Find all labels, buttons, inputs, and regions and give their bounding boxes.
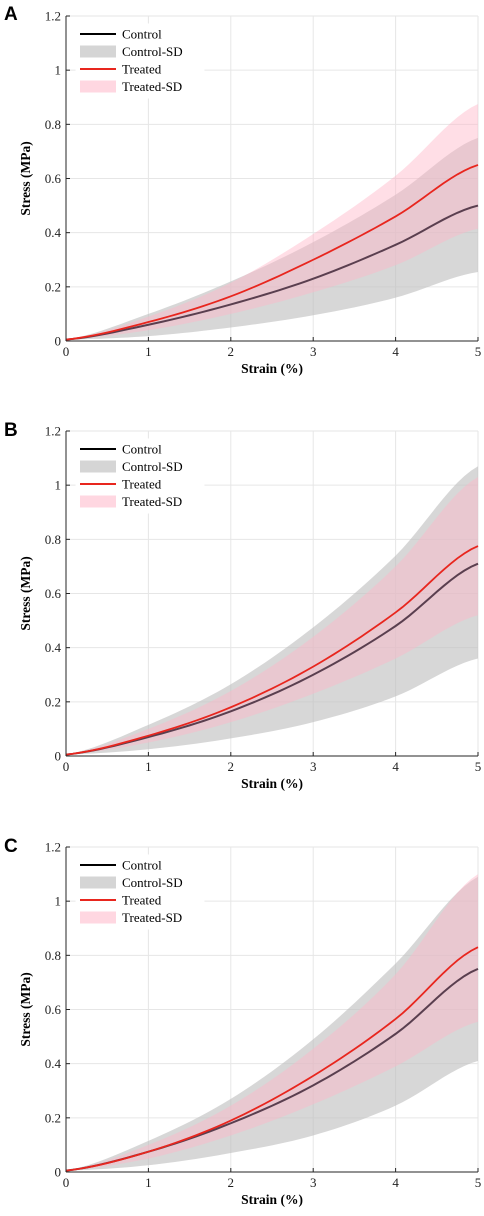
x-tick-label: 5 xyxy=(475,344,482,359)
x-tick-label: 2 xyxy=(228,344,235,359)
y-tick-label: 0.2 xyxy=(45,279,61,294)
x-tick-label: 5 xyxy=(475,1175,482,1190)
treated-sd-band xyxy=(66,874,478,1171)
legend: Control Control-SD Treated Treated-SD xyxy=(75,23,205,99)
legend-swatch-band xyxy=(80,911,116,924)
treated-line xyxy=(65,946,479,1172)
x-tick-label: 2 xyxy=(228,759,235,774)
control-sd-band xyxy=(66,876,478,1171)
x-tick-label: 4 xyxy=(392,759,399,774)
y-tick-label: 1 xyxy=(55,478,62,493)
legend-label: Treated xyxy=(122,893,162,908)
x-axis-title: Strain (%) xyxy=(241,1192,303,1207)
legend-label: Treated-SD xyxy=(122,494,182,509)
chart-panel-c: C 0 1 2 3 4 5 0 0.2 0.4 0.6 0.8 1 1.2 Strain (%) Stress… xyxy=(4,836,481,1207)
x-tick-label: 1 xyxy=(145,344,152,359)
legend-label: Treated-SD xyxy=(122,79,182,94)
y-tick-label: 1 xyxy=(55,63,62,78)
y-tick-label: 0.4 xyxy=(45,640,62,655)
x-tick-label: 5 xyxy=(475,759,482,774)
y-axis-title: Stress (MPa) xyxy=(18,556,33,630)
legend-swatch-band xyxy=(80,45,116,58)
control-sd-band xyxy=(66,466,478,755)
treated-line xyxy=(65,545,479,756)
panel-letter: B xyxy=(4,420,18,441)
x-axis-title: Strain (%) xyxy=(241,361,303,376)
y-tick-label: 0.4 xyxy=(45,1056,62,1071)
control-line xyxy=(65,562,479,756)
legend-label: Control xyxy=(122,858,162,873)
y-tick-label: 0 xyxy=(55,749,62,764)
legend-swatch-band xyxy=(80,460,116,473)
y-tick-label: 1 xyxy=(55,894,62,909)
x-tick-label: 3 xyxy=(310,759,317,774)
control-line xyxy=(65,204,479,341)
x-tick-label: 2 xyxy=(228,1175,235,1190)
treated-sd-band xyxy=(66,477,478,755)
y-tick-label: 0.8 xyxy=(45,532,61,547)
legend-swatch-band xyxy=(80,876,116,889)
y-axis-title: Stress (MPa) xyxy=(18,141,33,215)
legend-label: Control xyxy=(122,442,162,457)
y-tick-label: 0.2 xyxy=(45,694,61,709)
legend-label: Treated xyxy=(122,477,162,492)
x-tick-label: 1 xyxy=(145,1175,152,1190)
x-tick-label: 3 xyxy=(310,344,317,359)
legend-label: Treated-SD xyxy=(122,910,182,925)
legend-label: Control-SD xyxy=(122,44,183,59)
legend-label: Control xyxy=(122,27,162,42)
legend: Control Control-SD Treated Treated-SD xyxy=(75,854,205,930)
y-tick-label: 0.6 xyxy=(45,1002,62,1017)
x-tick-label: 4 xyxy=(392,1175,399,1190)
y-tick-label: 0.6 xyxy=(45,171,62,186)
y-tick-label: 0 xyxy=(55,334,62,349)
y-tick-label: 0.6 xyxy=(45,586,62,601)
panel-letter: C xyxy=(4,836,18,857)
legend-swatch-band xyxy=(80,80,116,93)
legend-label: Control-SD xyxy=(122,459,183,474)
control-sd-band xyxy=(66,137,478,340)
legend-label: Treated xyxy=(122,62,162,77)
legend: Control Control-SD Treated Treated-SD xyxy=(75,438,205,514)
y-tick-label: 0 xyxy=(55,1165,62,1180)
panel-letter: A xyxy=(4,4,18,25)
y-tick-label: 0.4 xyxy=(45,225,62,240)
y-axis-title: Stress (MPa) xyxy=(18,972,33,1046)
y-tick-label: 1.2 xyxy=(45,9,61,24)
chart-panel-b: B 0 1 2 3 4 5 0 0.2 0.4 0.6 0.8 1 1.2 Strain (%) Stress… xyxy=(4,420,481,791)
legend-swatch-band xyxy=(80,495,116,508)
x-tick-label: 0 xyxy=(63,759,70,774)
x-tick-label: 0 xyxy=(63,344,70,359)
x-tick-label: 3 xyxy=(310,1175,317,1190)
x-tick-label: 1 xyxy=(145,759,152,774)
x-tick-label: 0 xyxy=(63,1175,70,1190)
x-tick-label: 4 xyxy=(392,344,399,359)
chart-panel-a: A 0 1 2 3 4 5 0 0.2 0.4 0.6 0.8 1 1.2 Strain (%) Stress… xyxy=(4,4,481,376)
legend-label: Control-SD xyxy=(122,875,183,890)
y-tick-label: 0.8 xyxy=(45,117,61,132)
y-tick-label: 0.8 xyxy=(45,948,61,963)
y-tick-label: 1.2 xyxy=(45,424,61,439)
x-axis-title: Strain (%) xyxy=(241,776,303,791)
y-tick-label: 0.2 xyxy=(45,1110,61,1125)
y-tick-label: 1.2 xyxy=(45,840,61,855)
treated-line xyxy=(65,164,479,341)
